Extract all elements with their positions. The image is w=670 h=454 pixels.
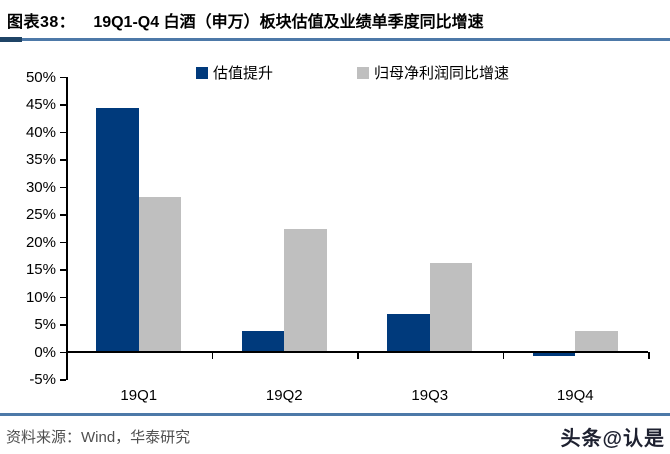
x-axis-line — [66, 351, 648, 353]
page-title: 图表38： 19Q1-Q4 白酒（申万）板块估值及业绩单季度同比增速 — [7, 8, 484, 32]
y-axis-line — [66, 77, 68, 380]
figure-number-label: 图表38： — [7, 14, 76, 31]
x-axis-category-label: 19Q3 — [411, 387, 449, 404]
bar-19q3-valuation — [387, 314, 430, 352]
y-axis-tick-label: 10% — [25, 288, 56, 306]
header-divider-cap — [0, 37, 22, 42]
y-axis-tick-label: 0% — [34, 343, 56, 361]
bar-19q1-valuation — [96, 107, 139, 352]
figure-title-text: 19Q1-Q4 白酒（申万）板块估值及业绩单季度同比增速 — [93, 14, 484, 31]
legend-item-net-profit: 归母净利润同比增速 — [357, 62, 509, 83]
bar-19q2-net-profit — [284, 228, 327, 352]
legend-label: 估值提升 — [213, 65, 274, 82]
y-axis-tick — [60, 186, 66, 188]
y-axis-tick — [60, 379, 66, 381]
y-axis-tick-label: 20% — [25, 233, 56, 251]
y-axis-tick — [60, 159, 66, 161]
data-source-note: 资料来源：Wind，华泰研究 — [6, 429, 191, 446]
x-axis-category-label: 19Q2 — [265, 387, 303, 404]
y-axis-tick — [60, 324, 66, 326]
y-axis-tick-label: 30% — [25, 178, 56, 196]
y-axis-tick-label: 35% — [25, 151, 56, 168]
y-axis-tick — [60, 296, 66, 298]
legend-swatch-icon — [357, 66, 369, 79]
x-axis-tick — [648, 352, 650, 359]
bar-19q3-net-profit — [429, 262, 473, 352]
y-axis-tick-label: 50% — [25, 68, 56, 86]
y-axis-tick — [60, 76, 66, 78]
bar-19q2-valuation — [241, 331, 285, 352]
y-axis-tick-label: 5% — [34, 316, 56, 333]
y-axis-tick — [60, 241, 66, 243]
y-axis-tick-label: 40% — [25, 123, 56, 141]
x-axis-tick — [211, 352, 213, 359]
x-axis-tick — [502, 352, 504, 359]
y-axis-tick — [60, 351, 66, 353]
legend-swatch-icon — [196, 66, 208, 79]
legend-item-valuation: 估值提升 — [196, 62, 273, 83]
y-axis-tick — [60, 104, 66, 106]
bar-19q1-net-profit — [138, 196, 182, 352]
x-axis-category-label: 19Q4 — [556, 387, 594, 404]
header-divider-rule — [0, 38, 670, 41]
footer-divider-rule — [0, 413, 670, 416]
watermark-text: 头条@认是 — [560, 428, 665, 450]
y-axis-tick-label: 45% — [25, 96, 56, 113]
legend-label: 归母净利润同比增速 — [374, 65, 510, 82]
y-axis-tick-label: 25% — [25, 206, 56, 223]
y-axis-tick-label: -5% — [29, 371, 56, 388]
y-axis-tick — [60, 131, 66, 133]
y-axis-tick — [60, 214, 66, 216]
x-axis-category-label: 19Q1 — [120, 387, 158, 404]
bar-19q4-net-profit — [575, 330, 618, 352]
x-axis-tick — [357, 352, 359, 359]
bar-19q4-valuation — [532, 353, 576, 357]
y-axis-tick — [60, 269, 66, 271]
y-axis-tick-label: 15% — [25, 261, 56, 278]
